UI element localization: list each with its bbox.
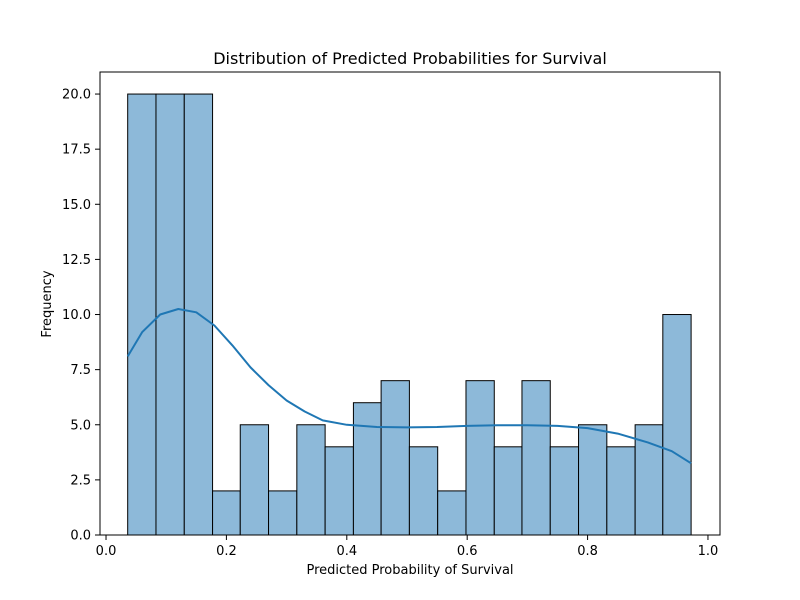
x-axis-title: Predicted Probability of Survival [306,563,513,578]
histogram-bar [408,446,439,536]
x-tick-label: 0.6 [457,544,478,559]
histogram-bar [239,424,270,536]
histogram-bar [212,490,241,536]
histogram-bar [662,314,692,536]
histogram-bar [465,380,495,536]
histogram-bar [268,490,298,536]
histogram-bar [493,446,523,536]
x-tick-label: 0.2 [216,544,237,559]
histogram-bar [352,402,382,536]
histogram-bar [634,424,664,536]
y-tick-label: 10.0 [62,308,91,323]
bars-group [127,93,692,536]
y-axis-ticks: 0.0 2.5 5.0 7.5 10.0 12.5 15.0 17.5 20.0 [62,88,100,544]
histogram-bar [578,424,608,536]
y-axis-title: Frequency [40,270,55,337]
y-tick-label: 0.0 [70,529,91,544]
histogram-bar [549,446,580,536]
x-tick-label: 0.0 [96,544,117,559]
y-tick-label: 5.0 [70,418,91,433]
x-tick-label: 0.4 [336,544,357,559]
histogram-bar [606,446,636,536]
y-tick-label: 17.5 [62,143,91,158]
histogram-bar [296,424,326,536]
kde-curve [126,308,692,465]
histogram-bar [521,380,551,536]
histogram-bar [324,446,354,536]
plot-frame [99,71,721,536]
x-tick-label: 0.8 [577,544,598,559]
y-tick-label: 7.5 [70,363,91,378]
histogram-bar [437,490,467,536]
y-tick-label: 15.0 [62,198,91,213]
y-tick-label: 2.5 [70,473,91,488]
histogram-bar [127,93,157,536]
y-tick-label: 20.0 [62,88,91,103]
x-axis-ticks: 0.0 0.2 0.4 0.6 0.8 1.0 [96,535,719,559]
y-tick-label: 12.5 [62,253,91,268]
x-tick-label: 1.0 [698,544,719,559]
histogram-bar [380,380,410,536]
chart-title: Distribution of Predicted Probabilities … [213,49,607,68]
